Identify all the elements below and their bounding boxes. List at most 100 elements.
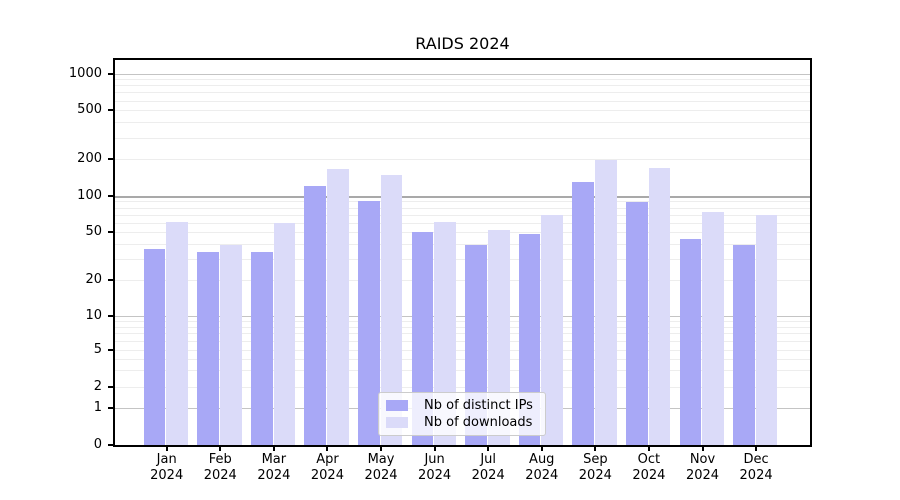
x-tick-mark — [755, 445, 758, 451]
x-tick-label: Nov 2024 — [685, 452, 720, 483]
minor-gridline — [115, 232, 810, 234]
minor-gridline — [115, 207, 810, 209]
y-tick-label: 500 — [77, 102, 102, 118]
x-tick-label: Apr 2024 — [310, 452, 344, 483]
x-tick-mark — [326, 445, 329, 451]
y-tick-label: 5 — [93, 341, 102, 357]
bar-distinct-ips — [143, 249, 166, 445]
y-tick-mark — [108, 195, 114, 197]
bar-downloads — [541, 215, 564, 445]
legend-entry-downloads: Nb of downloads — [386, 415, 537, 430]
major-gridline — [115, 316, 810, 317]
x-tick-label: Aug 2024 — [525, 452, 559, 483]
y-tick-mark — [108, 406, 114, 409]
minor-gridline — [115, 326, 810, 328]
x-tick-label: Sep 2024 — [578, 452, 612, 483]
y-tick-mark — [108, 443, 114, 446]
legend-entry-distinct-ips: Nb of distinct IPs — [386, 398, 537, 413]
legend-label-distinct-ips: Nb of distinct IPs — [424, 398, 533, 413]
y-tick-mark — [108, 348, 114, 351]
y-tick-mark — [108, 72, 114, 75]
bar-distinct-ips — [625, 202, 648, 445]
major-gridline — [115, 73, 810, 75]
y-tick-mark — [108, 158, 114, 161]
x-tick-mark — [433, 445, 436, 451]
y-tick-mark — [108, 386, 114, 388]
bar-distinct-ips — [411, 232, 434, 445]
minor-gridline — [115, 159, 810, 161]
minor-gridline — [115, 92, 810, 94]
bar-distinct-ips — [197, 252, 219, 445]
bar-downloads — [219, 245, 242, 445]
x-tick-label: Jul 2024 — [471, 452, 505, 483]
bar-downloads — [702, 212, 724, 445]
minor-gridline — [115, 137, 810, 139]
legend: Nb of distinct IPs Nb of downloads — [378, 392, 546, 436]
minor-gridline — [115, 85, 810, 87]
x-tick-mark — [165, 445, 168, 451]
x-tick-label: Jan 2024 — [150, 452, 184, 483]
x-tick-mark — [380, 445, 383, 451]
x-tick-mark — [647, 445, 650, 451]
x-tick-label: Dec 2024 — [739, 452, 773, 483]
minor-gridline — [115, 349, 810, 351]
bar-distinct-ips — [304, 186, 327, 445]
legend-label-downloads: Nb of downloads — [424, 415, 533, 430]
x-tick-mark — [487, 445, 490, 451]
minor-gridline — [115, 333, 810, 335]
bar-downloads — [273, 222, 296, 445]
minor-gridline — [115, 279, 810, 281]
minor-gridline — [115, 100, 810, 102]
y-tick-mark — [108, 315, 114, 317]
minor-gridline — [115, 340, 810, 342]
legend-swatch-distinct-ips — [386, 400, 408, 411]
y-tick-label: 20 — [85, 271, 102, 287]
chart-title: RAIDS 2024 — [415, 34, 510, 53]
minor-gridline — [115, 258, 810, 260]
major-gridline — [115, 196, 810, 198]
x-tick-mark — [219, 445, 222, 451]
y-tick-label: 2 — [93, 379, 102, 394]
x-tick-label: Feb 2024 — [203, 452, 237, 483]
bar-downloads — [487, 230, 510, 445]
y-tick-label: 1000 — [68, 65, 102, 81]
minor-gridline — [115, 79, 810, 81]
y-tick-mark — [108, 109, 114, 112]
y-tick-label: 0 — [93, 436, 102, 452]
plot-area — [115, 60, 810, 445]
minor-gridline — [115, 387, 810, 388]
y-tick-label: 50 — [85, 224, 102, 240]
bar-downloads — [327, 169, 349, 445]
minor-gridline — [115, 222, 810, 224]
bar-distinct-ips — [733, 245, 755, 445]
x-tick-mark — [540, 445, 543, 451]
minor-gridline — [115, 370, 810, 372]
x-tick-mark — [594, 445, 597, 451]
minor-gridline — [115, 243, 810, 245]
x-tick-label: Mar 2024 — [257, 452, 291, 483]
bar-downloads — [166, 221, 189, 445]
x-tick-label: May 2024 — [364, 452, 398, 483]
x-tick-label: Oct 2024 — [632, 452, 666, 483]
minor-gridline — [115, 110, 810, 112]
minor-gridline — [115, 214, 810, 216]
x-tick-mark — [272, 445, 275, 451]
x-tick-mark — [701, 445, 704, 451]
y-tick-label: 1 — [93, 399, 102, 415]
legend-swatch-downloads — [386, 417, 408, 428]
bar-distinct-ips — [572, 182, 595, 445]
y-tick-label: 10 — [85, 308, 102, 323]
minor-gridline — [115, 358, 810, 360]
x-tick-label: Jun 2024 — [418, 452, 452, 483]
bar-downloads — [755, 215, 778, 445]
y-tick-mark — [108, 231, 114, 234]
y-tick-mark — [108, 278, 114, 281]
bar-downloads — [434, 221, 456, 445]
bar-distinct-ips — [679, 238, 702, 445]
bar-downloads — [648, 167, 671, 445]
y-tick-label: 100 — [77, 188, 102, 203]
bar-downloads — [595, 159, 617, 445]
minor-gridline — [115, 122, 810, 124]
minor-gridline — [115, 201, 810, 203]
